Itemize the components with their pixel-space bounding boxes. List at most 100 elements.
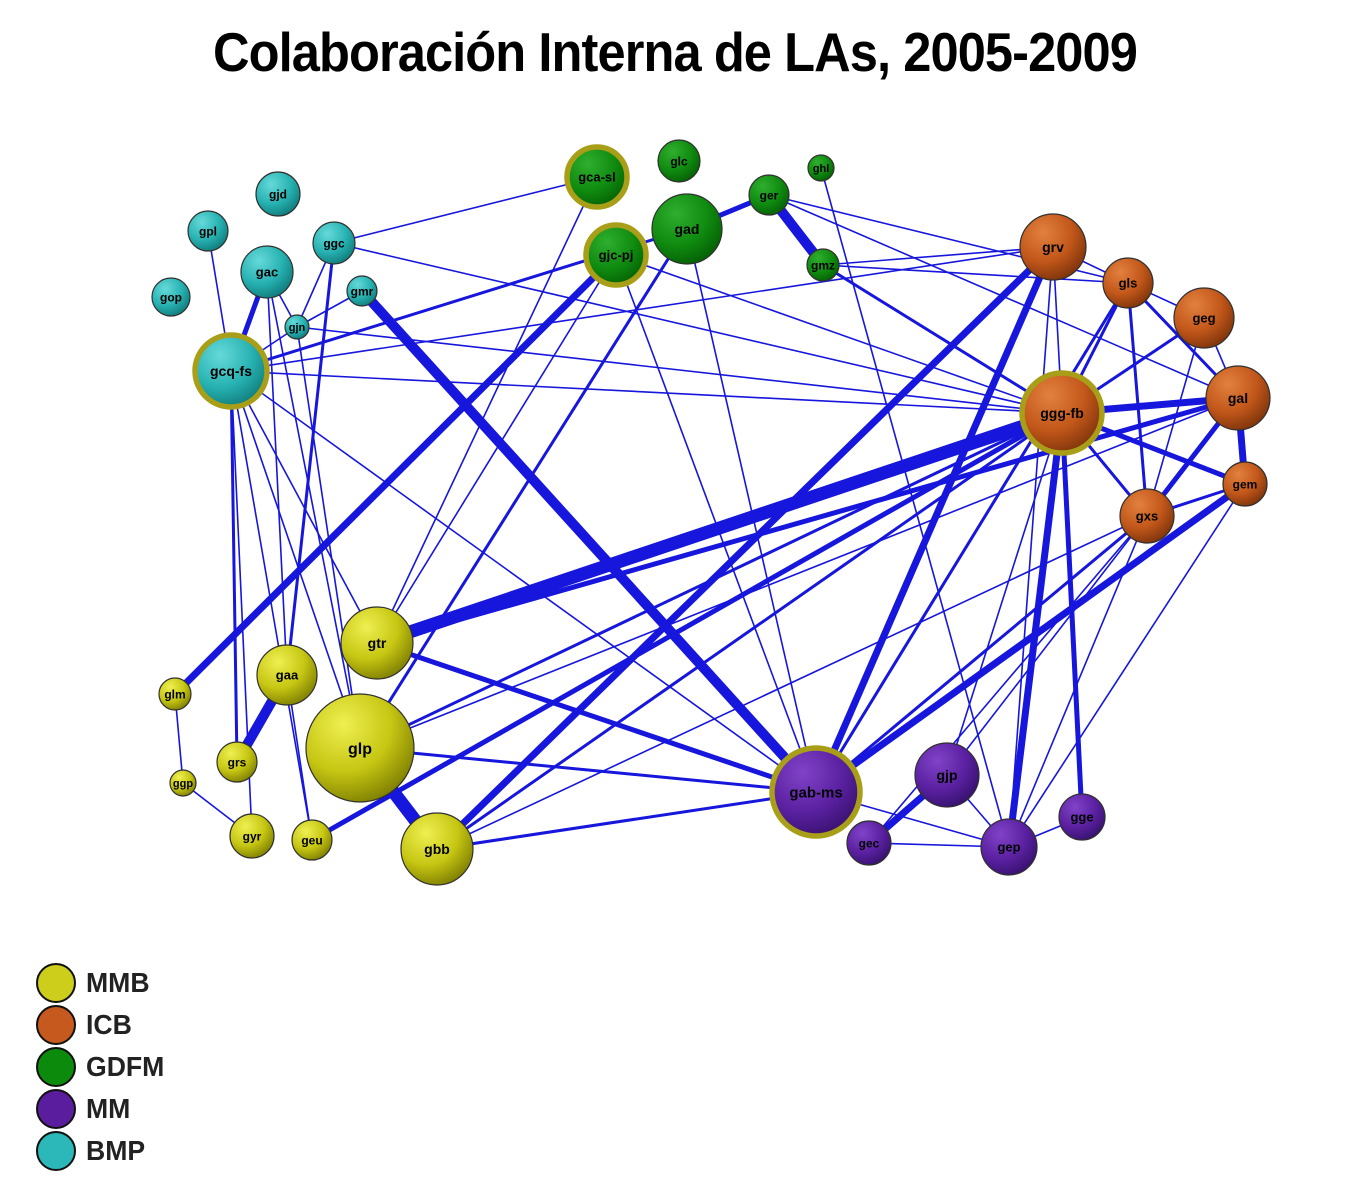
node-grs[interactable] xyxy=(216,741,258,783)
edge-gac-glp xyxy=(266,271,361,749)
legend-label: MMB xyxy=(86,967,150,998)
edge-gmr-gab-ms xyxy=(358,287,820,796)
edge-geg-gxs xyxy=(1146,317,1205,517)
edge-gbb-gab-ms xyxy=(436,790,817,851)
node-ghl[interactable] xyxy=(807,154,835,182)
edge-geu-ggg-fb xyxy=(310,410,1064,843)
edge-gxs-gep xyxy=(1008,515,1148,848)
edge-layer xyxy=(172,167,1249,853)
edge-gxs-gjp xyxy=(946,515,1148,776)
edge-gbb-gxs xyxy=(436,515,1148,850)
edge-gep-ggg-fb xyxy=(1005,412,1066,848)
node-gca-sl[interactable] xyxy=(564,144,630,210)
edge-gtr-ggg-fb xyxy=(374,406,1065,650)
edge-gcq-fs-geu xyxy=(230,370,313,841)
legend-item-gdfm: GDFM xyxy=(36,1046,168,1088)
node-ggc[interactable] xyxy=(312,221,356,265)
node-gac[interactable] xyxy=(240,245,294,299)
edge-gcq-fs-gtr xyxy=(230,370,378,644)
edge-glp-gal xyxy=(359,397,1239,749)
edge-ggc-ggg-fb xyxy=(333,242,1063,414)
edge-gmz-grv xyxy=(822,246,1054,266)
edge-gad-glp xyxy=(358,228,689,749)
mmb-color-swatch-icon xyxy=(36,963,76,1003)
node-gaa[interactable] xyxy=(256,644,318,706)
edge-grv-gbb xyxy=(434,244,1056,852)
legend-label: MM xyxy=(86,1093,131,1124)
edge-gjc-pj-ggg-fb xyxy=(615,254,1063,414)
edge-ghl-gep xyxy=(820,167,1010,848)
node-gtr[interactable] xyxy=(340,606,414,680)
edge-gls-gxs xyxy=(1126,282,1149,517)
edge-glm-gjc-pj xyxy=(172,252,619,697)
node-gjd[interactable] xyxy=(255,171,301,217)
edge-gjc-pj-gab-ms xyxy=(615,254,817,793)
legend-item-mm: MM xyxy=(36,1088,168,1130)
legend-label: ICB xyxy=(86,1009,132,1040)
node-gab-ms[interactable] xyxy=(769,745,863,839)
node-gbb[interactable] xyxy=(400,812,474,886)
node-gem[interactable] xyxy=(1222,461,1268,507)
node-gjn[interactable] xyxy=(284,314,310,340)
edge-gbb-ggg-fb xyxy=(436,411,1063,851)
node-ggg-fb[interactable] xyxy=(1019,370,1105,456)
edge-gca-sl-ggc xyxy=(333,176,598,244)
node-geg[interactable] xyxy=(1173,287,1235,349)
edge-gac-gaa xyxy=(266,271,288,676)
edge-gcq-fs-grv xyxy=(230,246,1054,372)
node-ger[interactable] xyxy=(748,174,790,216)
edge-ger-gal xyxy=(768,194,1239,399)
node-glm[interactable] xyxy=(158,677,192,711)
node-grv[interactable] xyxy=(1019,213,1087,281)
edge-gjc-pj-gtr xyxy=(376,254,617,644)
edge-gab-ms-gxs xyxy=(815,514,1148,794)
edge-gec-gxs xyxy=(868,515,1148,844)
node-gge[interactable] xyxy=(1058,793,1106,841)
node-gep[interactable] xyxy=(980,818,1038,876)
node-gls[interactable] xyxy=(1102,257,1154,309)
edge-grv-gep xyxy=(1008,246,1054,848)
legend-item-bmp: BMP xyxy=(36,1130,168,1172)
edge-gls-gab-ms xyxy=(814,282,1130,793)
node-gxs[interactable] xyxy=(1119,488,1175,544)
node-gec[interactable] xyxy=(846,820,892,866)
node-gyr[interactable] xyxy=(229,813,275,859)
node-gcq-fs[interactable] xyxy=(192,332,270,410)
node-glp[interactable] xyxy=(305,693,415,803)
edge-gep-gem xyxy=(1008,483,1246,848)
icb-color-swatch-icon xyxy=(36,1005,76,1045)
edge-gad-gab-ms xyxy=(686,228,817,793)
edge-gjn-glp xyxy=(296,326,361,749)
node-gjc-pj[interactable] xyxy=(583,222,649,288)
edge-gcq-fs-grs xyxy=(229,370,239,763)
edge-gge-ggg-fb xyxy=(1059,412,1085,818)
node-gad[interactable] xyxy=(651,193,723,265)
edge-glp-ggg-fb xyxy=(359,411,1063,750)
node-gpl[interactable] xyxy=(187,210,229,252)
legend-item-icb: ICB xyxy=(36,1004,168,1046)
node-gal[interactable] xyxy=(1205,365,1271,431)
mm-color-swatch-icon xyxy=(36,1089,76,1129)
legend-label: BMP xyxy=(86,1135,146,1166)
edge-gcq-fs-glp xyxy=(230,370,361,749)
node-ggp[interactable] xyxy=(169,769,197,797)
node-gmr[interactable] xyxy=(346,275,378,307)
node-geu[interactable] xyxy=(291,819,333,861)
node-gop[interactable] xyxy=(151,277,191,317)
legend-label: GDFM xyxy=(86,1051,165,1082)
chart-title: Colaboración Interna de LAs, 2005-2009 xyxy=(213,21,1138,83)
edge-gab-ms-gem xyxy=(813,481,1248,795)
legend-item-mmb: MMB xyxy=(36,962,168,1004)
node-gjp[interactable] xyxy=(914,742,980,808)
node-gmz[interactable] xyxy=(806,248,840,282)
legend: MMB ICB GDFM MM BMP xyxy=(36,962,168,1172)
edge-gjn-ggg-fb xyxy=(296,326,1063,414)
gdfm-color-swatch-icon xyxy=(36,1047,76,1087)
edge-glp-gab-ms xyxy=(359,746,817,794)
edge-gtr-gab-ms xyxy=(376,640,817,795)
edge-gca-sl-gtr xyxy=(376,176,598,644)
node-glc[interactable] xyxy=(657,139,701,183)
